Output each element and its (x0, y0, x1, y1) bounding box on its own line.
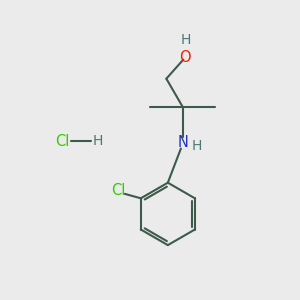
Text: Cl: Cl (55, 134, 70, 148)
Text: Cl: Cl (111, 183, 125, 198)
Text: N: N (177, 135, 188, 150)
Text: O: O (179, 50, 190, 65)
Text: H: H (93, 134, 103, 148)
Text: H: H (192, 139, 202, 152)
Text: H: H (180, 33, 190, 47)
